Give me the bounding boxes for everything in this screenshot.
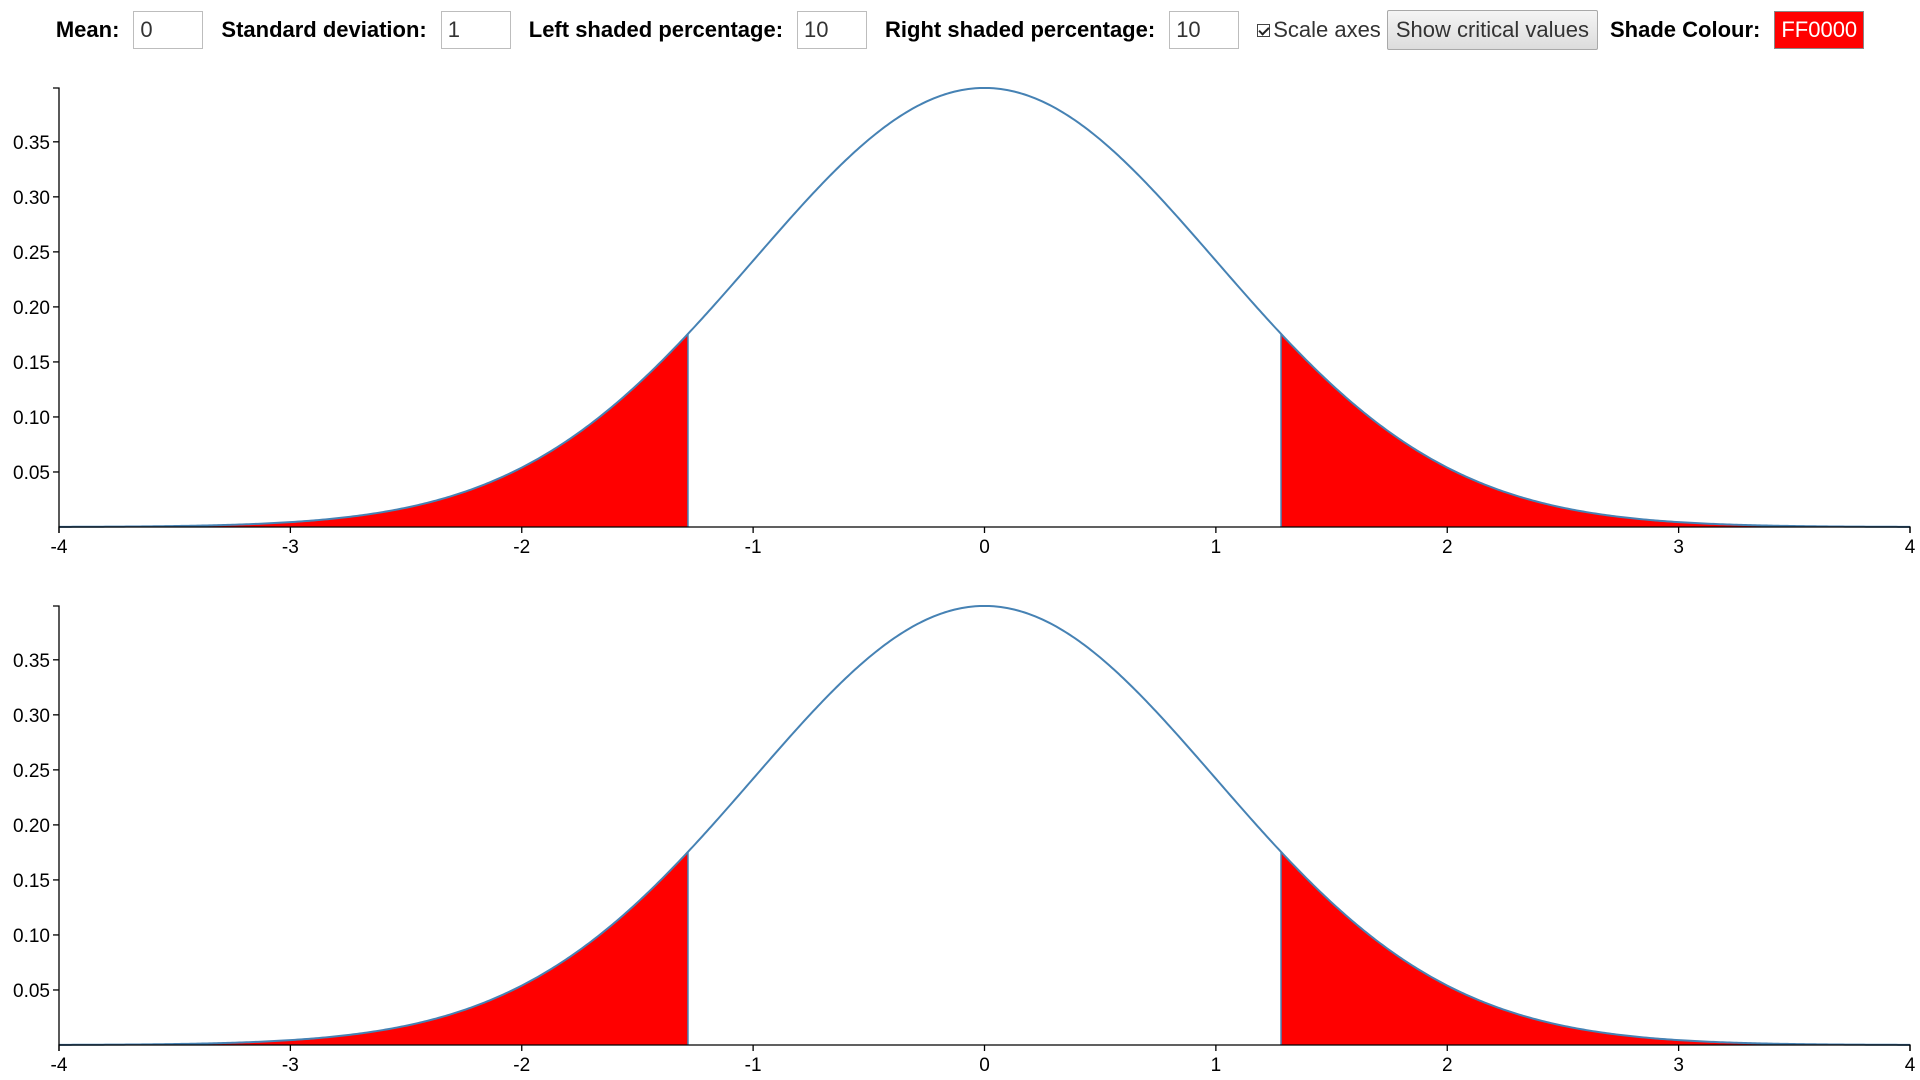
x-tick-label: -1 (745, 1055, 762, 1076)
shade-colour-input[interactable]: FF0000 (1774, 11, 1865, 49)
y-tick-label: 0.05 (13, 463, 50, 484)
y-tick-label: 0.25 (13, 761, 50, 782)
x-tick-label: 1 (1211, 537, 1222, 555)
y-tick-label: 0.05 (13, 981, 50, 1002)
x-tick-label: -3 (282, 537, 299, 555)
y-tick-label: 0.35 (13, 133, 50, 154)
x-tick-label: 4 (1905, 537, 1916, 555)
y-tick-label: 0.30 (13, 706, 50, 727)
x-tick-label: -2 (513, 1055, 530, 1076)
x-tick-label: 1 (1211, 1055, 1222, 1076)
normal-distribution-chart-top: -4 -3 -2 -1 0 1 2 3 4 0.05 0.10 0.15 0.20 0.25 0.30 0.3… (13, 86, 1916, 555)
x-tick-label: -4 (51, 537, 68, 555)
left-shaded-input[interactable] (797, 11, 868, 49)
normal-distribution-chart-bottom: -4 -3 -2 -1 0 1 2 3 4 0.05 0.10 0.15 0.20 0.25 0.30 0.3… (13, 604, 1916, 1076)
x-tick-label: 3 (1673, 537, 1684, 555)
x-tick-label: 2 (1442, 1055, 1453, 1076)
x-tick-label: 2 (1442, 537, 1453, 555)
y-tick-label: 0.10 (13, 408, 50, 429)
controls-toolbar: Mean: Standard deviation: Left shaded pe… (0, 0, 1920, 60)
x-tick-label: -4 (51, 1055, 68, 1076)
scale-axes-checkbox[interactable] (1257, 23, 1271, 37)
x-tick-label: 4 (1905, 1055, 1916, 1076)
y-tick-label: 0.15 (13, 353, 50, 374)
shade-colour-label: Shade Colour: (1610, 17, 1761, 42)
right-shaded-area (1281, 851, 1910, 1045)
scale-axes-toggle[interactable]: Scale axes (1257, 17, 1381, 43)
x-tick-label: -2 (513, 537, 530, 555)
mean-label: Mean: (55, 17, 120, 42)
show-critical-values-button[interactable]: Show critical values (1386, 10, 1598, 50)
y-tick-label: 0.20 (13, 298, 50, 319)
y-tick-label: 0.10 (13, 926, 50, 947)
left-shaded-area (59, 851, 688, 1045)
x-tick-label: 3 (1673, 1055, 1684, 1076)
y-axis (53, 87, 60, 527)
density-curve (59, 604, 1910, 1046)
x-tick-label: -3 (282, 1055, 299, 1076)
sd-label: Standard deviation: (221, 17, 427, 42)
y-tick-label: 0.15 (13, 871, 50, 892)
left-shaded-area (59, 333, 688, 527)
mean-input[interactable] (133, 11, 204, 49)
y-axis (53, 605, 60, 1045)
y-tick-label: 0.30 (13, 188, 50, 209)
y-tick-label: 0.20 (13, 816, 50, 837)
x-tick-label: 0 (979, 1055, 990, 1076)
y-tick-label: 0.25 (13, 243, 50, 264)
right-shaded-input[interactable] (1169, 11, 1240, 49)
x-tick-label: 0 (979, 537, 990, 555)
right-shaded-area (1281, 333, 1910, 527)
x-tick-label: -1 (745, 537, 762, 555)
sd-input[interactable] (440, 11, 511, 49)
left-shaded-label: Left shaded percentage: (528, 17, 784, 42)
density-curve (59, 86, 1910, 528)
y-tick-label: 0.35 (13, 651, 50, 672)
scale-axes-label: Scale axes (1273, 17, 1381, 42)
right-shaded-label: Right shaded percentage: (885, 17, 1156, 42)
